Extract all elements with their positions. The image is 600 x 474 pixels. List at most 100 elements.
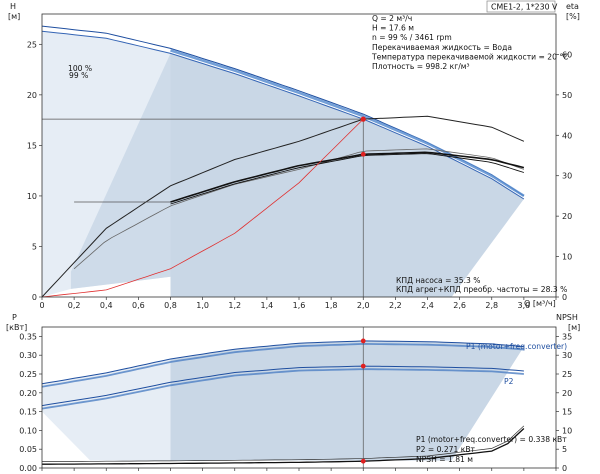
x-axis-label: Q [м³/ч] xyxy=(524,299,556,308)
y-tick-label: 0.10 xyxy=(19,426,37,435)
x-tick-label: 1,0 xyxy=(196,301,209,310)
y-tick-label: 0.30 xyxy=(19,351,37,360)
duty-point-eta xyxy=(360,151,366,157)
info-line: Плотность = 998.2 кг/м³ xyxy=(372,62,470,71)
top-shaded-areas xyxy=(42,31,524,297)
y2-tick-label: 60 xyxy=(562,50,572,59)
y2-tick-label: 25 xyxy=(562,370,572,379)
x-tick-label: 0 xyxy=(39,301,44,310)
power-info-line: P1 (motor+freq.converter) = 0.338 кВт xyxy=(416,435,567,444)
y-tick-label: 20 xyxy=(27,91,37,100)
y-tick-label: 0.35 xyxy=(19,332,37,341)
x-tick-label: 2,4 xyxy=(421,301,434,310)
y-tick-label: 5 xyxy=(32,242,37,251)
speed-label-100: 100 % xyxy=(68,64,92,73)
eta-upper-curve xyxy=(42,115,525,297)
qh-band xyxy=(170,49,525,198)
duty-point-h xyxy=(360,116,366,122)
y-tick-label: 0.25 xyxy=(19,370,37,379)
y2-tick-label: 15 xyxy=(562,408,572,417)
y-tick-label: 0.05 xyxy=(19,445,37,454)
y-tick-label: 0 xyxy=(32,293,37,302)
x-tick-label: 1,8 xyxy=(325,301,338,310)
p1-series-label: P1 (motor+freq.converter) xyxy=(466,342,567,351)
x-tick-label: 2,2 xyxy=(389,301,402,310)
y2-tick-label: 0 xyxy=(562,293,567,302)
system-curve xyxy=(42,118,364,297)
info-line: Температура перекачиваемой жидкости = 20… xyxy=(371,52,568,61)
bottom-grid xyxy=(39,336,559,471)
bottom-frame xyxy=(41,326,557,469)
eta-total-curve xyxy=(170,153,525,205)
x-tick-label: 0,2 xyxy=(68,301,81,310)
x-tick-label: 2,8 xyxy=(485,301,498,310)
x-tick-label: 3,0 xyxy=(518,301,531,310)
area-wedge xyxy=(70,53,171,289)
x-tick-label: 1,2 xyxy=(228,301,241,310)
y2-tick-label: 20 xyxy=(562,212,572,221)
y2-axis-label: eta xyxy=(566,2,579,11)
top-frame xyxy=(41,13,557,298)
y2-tick-label: 30 xyxy=(562,172,572,181)
y2-tick-label: 50 xyxy=(562,91,572,100)
y2-tick-label: 35 xyxy=(562,332,572,341)
y2-axis-unit: [%] xyxy=(566,12,580,21)
y-tick-label: 0.20 xyxy=(19,389,37,398)
p-axis-label: P xyxy=(12,313,17,322)
speed-label-99: 99 % xyxy=(69,71,88,80)
top-texts: 0 0,2 0,4 0,6 0,8 1,0 1,2 1,4 1,6 1,8 2,0 2,2 2,4 2,6… xyxy=(8,2,580,310)
x-tick-label: 1,6 xyxy=(293,301,306,310)
npsh-curve xyxy=(42,428,525,465)
x-tick-label: 1,4 xyxy=(261,301,274,310)
bottom-curves xyxy=(42,327,525,468)
npsh-axis-unit: [м] xyxy=(568,323,580,332)
power-info-line: P2 = 0.271 кВт xyxy=(416,445,476,454)
y-axis-unit: [м] xyxy=(8,12,20,21)
p1-band xyxy=(42,342,524,388)
y-tick-label: 10 xyxy=(27,192,37,201)
npsh-axis-label: NPSH xyxy=(556,313,578,322)
area-main xyxy=(170,53,524,297)
info-line: Перекачиваемая жидкость = Вода xyxy=(372,43,512,52)
y2-tick-label: 40 xyxy=(562,131,572,140)
info-line: n = 99 % / 3461 rpm xyxy=(372,33,452,42)
efficiency-line: КПД насоса = 35.3 % xyxy=(396,276,480,285)
x-tick-label: 2,6 xyxy=(453,301,466,310)
y-tick-label: 0.00 xyxy=(19,464,37,473)
y2-tick-label: 10 xyxy=(562,253,572,262)
top-axes xyxy=(41,13,557,298)
npsh-upper-curve xyxy=(42,425,525,462)
top-grid xyxy=(39,43,559,300)
chart-title: CME1-2, 1*230 V xyxy=(491,3,558,12)
area-light xyxy=(42,359,171,461)
y2-tick-label: 10 xyxy=(562,426,572,435)
p2-curve xyxy=(42,365,524,407)
y-tick-label: 15 xyxy=(27,141,37,150)
duty-point-p2 xyxy=(360,363,366,369)
p2-series-label: P2 xyxy=(504,377,514,386)
power-info-line: NPSH = 1.81 м xyxy=(416,455,473,464)
x-tick-label: 0,8 xyxy=(164,301,177,310)
top-title: CME1-2, 1*230 V xyxy=(486,0,558,13)
x-tick-label: 0,4 xyxy=(100,301,113,310)
info-line: H = 17.6 м xyxy=(372,24,414,33)
bottom-axes xyxy=(41,326,557,469)
p1-curve xyxy=(42,340,524,385)
duty-point-npsh xyxy=(360,458,366,464)
y2-tick-label: 5 xyxy=(562,445,567,454)
efficiency-line: КПД агрег+КПД преобр. частоты = 28.3 % xyxy=(396,285,567,294)
eta-pump-curve xyxy=(170,151,525,203)
duty-point-p1 xyxy=(360,338,366,344)
p2-band xyxy=(42,368,524,410)
y2-tick-label: 0 xyxy=(562,464,567,473)
y-tick-label: 25 xyxy=(27,40,37,49)
x-tick-label: 0,6 xyxy=(132,301,145,310)
y-tick-label: 0.15 xyxy=(19,408,37,417)
top-curves xyxy=(42,25,525,297)
x-tick-label: 2,0 xyxy=(357,301,370,310)
y-axis-label: H xyxy=(10,2,16,11)
y2-tick-label: 20 xyxy=(562,389,572,398)
eta-upper-inner-curve xyxy=(73,148,525,270)
y2-tick-label: 30 xyxy=(562,351,572,360)
